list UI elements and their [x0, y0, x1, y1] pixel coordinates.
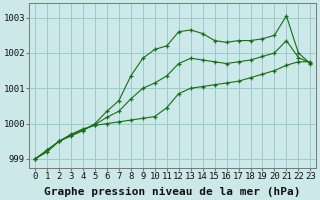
X-axis label: Graphe pression niveau de la mer (hPa): Graphe pression niveau de la mer (hPa)	[44, 186, 301, 197]
